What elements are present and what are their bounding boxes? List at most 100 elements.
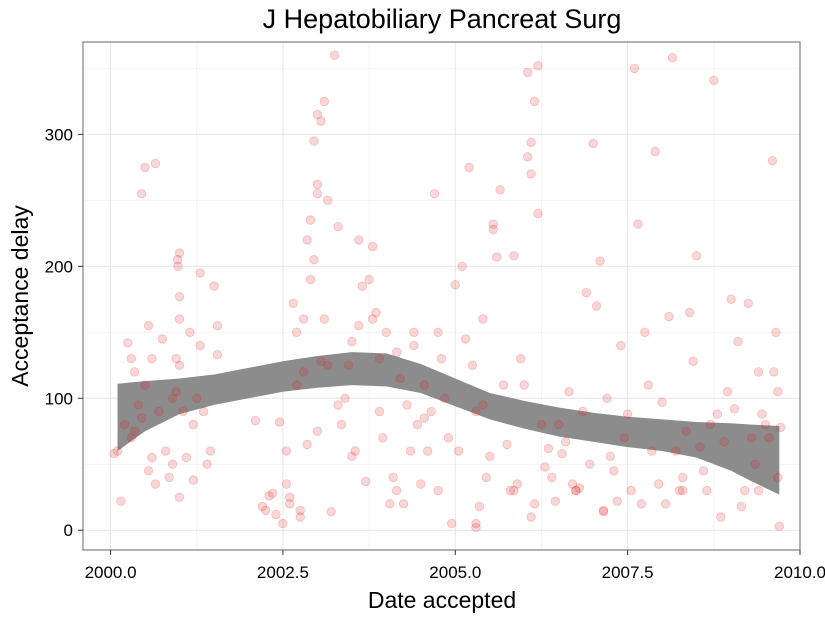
data-point [536,419,547,430]
data-point [619,433,629,443]
data-point [492,252,502,262]
data-point [419,413,430,423]
data-point [281,446,292,456]
data-point [195,268,205,278]
data-point [250,416,261,426]
data-point [605,451,616,462]
data-point [650,146,660,157]
data-point [323,195,333,206]
data-point [591,301,602,311]
data-point [564,387,574,397]
data-point [505,485,516,496]
data-point [302,439,312,450]
data-point [167,393,178,404]
data-point [543,443,554,454]
data-point [681,426,691,436]
data-point [478,400,488,410]
data-point [198,406,209,417]
data-point [136,188,147,199]
y-tick-label: 100 [45,389,73,408]
data-point [316,356,326,367]
data-point [202,459,212,469]
data-point [471,522,481,533]
data-point [722,387,733,397]
data-point [295,512,305,522]
data-point [729,404,740,414]
data-point [474,501,485,512]
data-point [667,53,678,63]
data-point [760,419,771,430]
data-point [305,215,316,225]
data-point [288,298,299,309]
data-point [336,419,347,430]
data-point [354,235,364,245]
data-point [640,327,650,338]
data-point [716,512,726,522]
data-point [433,327,443,338]
data-point [622,409,633,419]
data-point [526,137,536,148]
data-point [647,446,657,456]
data-point [423,446,433,456]
data-point [195,340,205,351]
data-point [119,419,130,430]
data-point [278,518,288,529]
data-point [274,417,285,427]
y-tick-label: 200 [45,257,73,276]
data-point [157,334,168,344]
data-point [567,479,578,489]
data-point [454,446,464,456]
y-axis: 0 100 200 300 [45,125,83,540]
data-point [726,294,736,305]
data-point [678,472,688,483]
data-point [753,485,764,496]
data-point [174,314,185,324]
data-point [471,518,481,529]
plot-panel [83,42,800,550]
data-point [171,387,181,397]
data-point [481,472,492,483]
data-point [174,492,185,502]
data-point [409,327,419,338]
data-point [773,387,783,397]
x-tick-label: 2010.0 [774,563,825,582]
data-point [629,63,640,74]
data-point [188,419,199,430]
data-point [392,485,402,496]
data-point [385,499,395,509]
data-point [712,409,723,419]
x-tick-label: 2002.5 [257,563,309,582]
data-point [447,518,457,529]
data-point [471,406,481,417]
y-tick-label: 0 [64,521,73,540]
data-point [457,261,467,272]
data-point [436,354,447,364]
data-point [705,419,716,430]
data-point [654,479,664,489]
data-point [316,116,326,126]
data-point [174,292,185,302]
data-point [571,485,581,496]
data-point [212,350,223,360]
data-point [171,354,181,364]
data-point [405,446,416,456]
data-point [578,406,588,417]
confidence-band [117,352,780,495]
data-point [557,449,567,459]
data-point [392,347,402,357]
data-point [529,499,540,509]
data-point [281,479,292,489]
data-point [192,393,202,404]
data-point [769,367,779,377]
y-axis-title: Acceptance delay [7,205,33,387]
data-point [302,235,312,245]
x-tick-label: 2000.0 [85,563,137,582]
data-point [209,281,219,291]
data-points [109,50,786,533]
data-point [147,452,157,463]
data-point [774,521,785,531]
data-point [554,419,564,430]
data-point [143,321,154,331]
data-point [271,509,281,520]
data-point [292,380,302,390]
